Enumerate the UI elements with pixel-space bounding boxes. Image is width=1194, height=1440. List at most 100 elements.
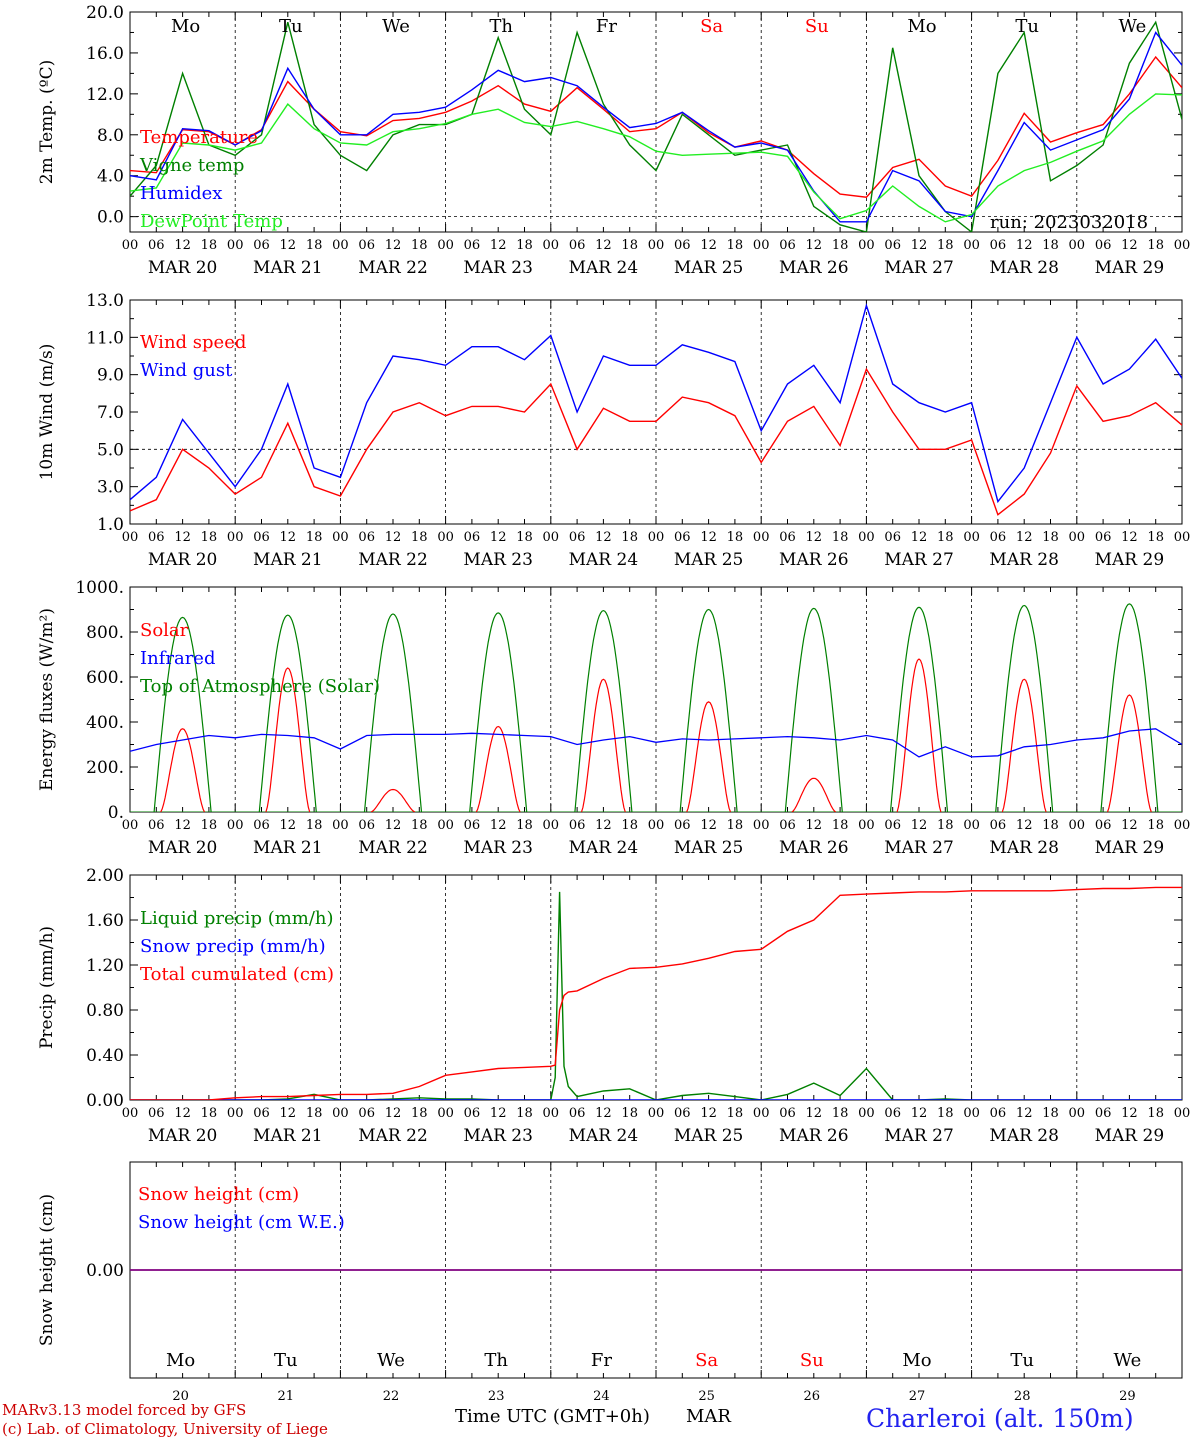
- x-tick-label: 18: [201, 1106, 218, 1121]
- x-tick-label: 18: [1147, 238, 1164, 253]
- x-tick-label: 06: [464, 818, 481, 833]
- x-tick-label: 12: [911, 1106, 928, 1121]
- plot-frame: [129, 586, 1183, 813]
- date-label: MAR 24: [569, 550, 639, 570]
- y-tick-label: 600.: [86, 668, 124, 688]
- x-tick-label: 00: [1069, 530, 1086, 545]
- weekday-label: Tu: [1010, 1350, 1034, 1371]
- weekday-label: Mo: [171, 16, 200, 37]
- weekday-label: Su: [805, 16, 829, 37]
- x-tick-label: 00: [1069, 238, 1086, 253]
- x-tick-label: 06: [464, 238, 481, 253]
- x-tick-label: 12: [595, 1106, 612, 1121]
- x-tick-label: 00: [753, 818, 770, 833]
- y-tick-label: 11.0: [86, 328, 124, 348]
- weekday-label: Tu: [274, 1350, 298, 1371]
- x-tick-label: 00: [858, 818, 875, 833]
- x-tick-label: 00: [332, 530, 349, 545]
- date-label: MAR 23: [463, 838, 533, 858]
- x-tick-label: 00: [963, 238, 980, 253]
- y-axis-title: Snow height (cm): [37, 1194, 57, 1346]
- date-label: MAR 24: [569, 258, 639, 278]
- y-tick-label: 1.0: [97, 515, 124, 535]
- x-tick-label: 06: [674, 530, 691, 545]
- date-label: MAR 29: [1095, 550, 1165, 570]
- footer-model: MARv3.13 model forced by GFS: [2, 1401, 246, 1419]
- x-tick-label: 18: [201, 530, 218, 545]
- x-tick-label: 06: [358, 238, 375, 253]
- x-tick-label: 00: [753, 238, 770, 253]
- x-tick-label: 06: [990, 1106, 1007, 1121]
- x-tick-label: 18: [306, 238, 323, 253]
- x-tick-label: 18: [306, 818, 323, 833]
- day-number-label: 24: [593, 1389, 610, 1404]
- legend-label: Snow height (cm): [138, 1184, 299, 1205]
- date-label: MAR 23: [463, 1126, 533, 1146]
- x-tick-label: 06: [569, 238, 586, 253]
- series-group: [130, 886, 1182, 1100]
- x-tick-label: 18: [937, 238, 954, 253]
- x-tick-label: 12: [1121, 818, 1138, 833]
- x-tick-label: 12: [490, 818, 507, 833]
- date-label: MAR 26: [779, 838, 849, 858]
- x-tick-label: 18: [1147, 818, 1164, 833]
- x-tick-label: 18: [1042, 818, 1059, 833]
- weekday-label: Su: [800, 1350, 824, 1371]
- date-label: MAR 28: [989, 258, 1059, 278]
- x-tick-label: 00: [963, 818, 980, 833]
- date-label: MAR 25: [674, 1126, 744, 1146]
- weekday-label: Tu: [1015, 16, 1039, 37]
- y-tick-label: 0.00: [86, 1261, 124, 1281]
- x-tick-label: 12: [700, 530, 717, 545]
- x-tick-label: 06: [253, 818, 270, 833]
- x-tick-label: 00: [753, 1106, 770, 1121]
- x-tick-label: 12: [174, 818, 191, 833]
- date-label: MAR 29: [1095, 838, 1165, 858]
- x-tick-label: 00: [963, 1106, 980, 1121]
- date-label: MAR 27: [884, 550, 954, 570]
- day-number-label: 26: [804, 1389, 821, 1404]
- series-line: [130, 891, 1182, 1100]
- y-tick-label: 1.20: [86, 956, 124, 976]
- x-tick-label: 00: [858, 238, 875, 253]
- x-tick-label: 00: [122, 238, 139, 253]
- legend-label: Snow height (cm W.E.): [138, 1212, 345, 1233]
- x-tick-label: 18: [1147, 530, 1164, 545]
- x-tick-label: 18: [411, 238, 428, 253]
- weekday-label: Th: [484, 1350, 508, 1371]
- x-tick-label: 06: [884, 530, 901, 545]
- x-tick-label: 00: [227, 1106, 244, 1121]
- date-label: MAR 22: [358, 258, 428, 278]
- weekday-label: Th: [489, 16, 513, 37]
- x-tick-label: 12: [490, 1106, 507, 1121]
- x-tick-label: 00: [543, 818, 560, 833]
- date-label: MAR 26: [779, 1126, 849, 1146]
- station-name: Charleroi (alt. 150m): [866, 1404, 1134, 1433]
- x-tick-label: 18: [306, 530, 323, 545]
- day-number-label: 22: [383, 1389, 400, 1404]
- day-number-label: 29: [1119, 1389, 1136, 1404]
- legend-label: Total cumulated (cm): [140, 964, 334, 985]
- x-tick-label: 00: [437, 1106, 454, 1121]
- x-tick-label: 00: [543, 1106, 560, 1121]
- date-label: MAR 23: [463, 258, 533, 278]
- x-tick-label: 18: [832, 238, 849, 253]
- y-tick-label: 0.80: [86, 1001, 124, 1021]
- x-tick-label: 12: [490, 238, 507, 253]
- series-line-infrared: [130, 728, 1182, 758]
- day-number-label: 20: [172, 1389, 189, 1404]
- x-tick-label: 06: [253, 1106, 270, 1121]
- series-line: [130, 367, 1182, 516]
- x-tick-label: 00: [227, 530, 244, 545]
- date-label: MAR 22: [358, 550, 428, 570]
- x-tick-label: 06: [253, 238, 270, 253]
- series-line: [130, 20, 1182, 232]
- x-tick-label: 12: [1016, 1106, 1033, 1121]
- day-number-label: 25: [698, 1389, 715, 1404]
- x-tick-label: 06: [779, 818, 796, 833]
- x-tick-label: 12: [700, 1106, 717, 1121]
- date-label: MAR 25: [674, 838, 744, 858]
- x-tick-label: 06: [990, 818, 1007, 833]
- x-tick-label: 00: [1069, 818, 1086, 833]
- date-label: MAR 27: [884, 1126, 954, 1146]
